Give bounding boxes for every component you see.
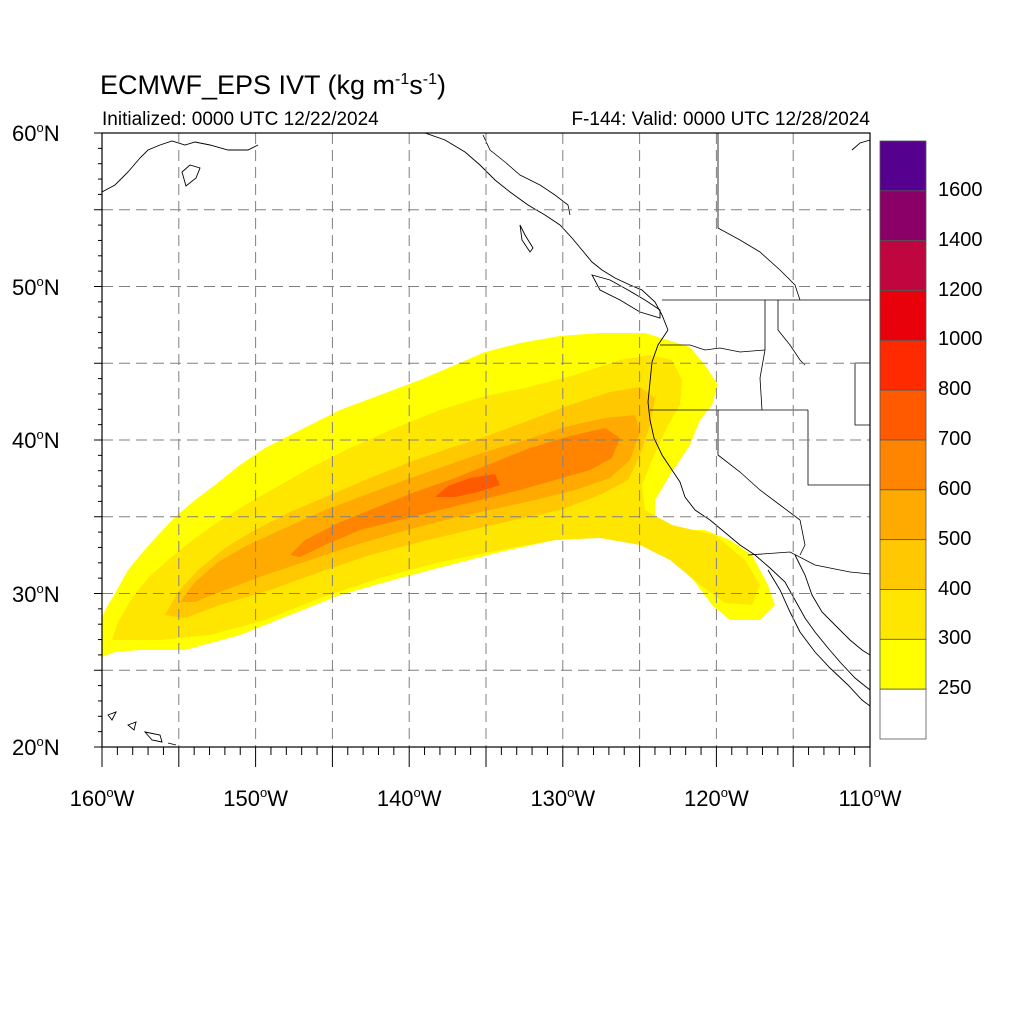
colorbar-swatch xyxy=(879,439,927,491)
colorbar-label-500: 500 xyxy=(938,527,972,550)
bc-coastline xyxy=(424,133,669,331)
lat-label-40: 40oN xyxy=(12,427,60,453)
colorbar-swatch xyxy=(879,389,927,441)
colorbar-label-1000: 1000 xyxy=(938,328,983,351)
map-title: ECMWF_EPS IVT (kg m-1s-1) xyxy=(100,70,447,100)
colorbar-swatch xyxy=(879,140,927,192)
colorbar-swatch xyxy=(879,638,927,690)
graticule xyxy=(102,133,870,747)
montana-idaho-border xyxy=(777,300,806,366)
colorbar-label-1400: 1400 xyxy=(938,228,983,251)
hawaii-islands xyxy=(107,711,177,746)
idaho-border xyxy=(759,300,766,411)
colorbar-swatch xyxy=(879,240,927,291)
colorbar-label-600: 600 xyxy=(938,477,972,500)
ivt-contour-700 xyxy=(435,474,500,497)
hudson-bay-edge xyxy=(851,139,870,151)
lon-label-160: 160oW xyxy=(69,785,135,811)
bc-alberta-border xyxy=(717,133,801,301)
lon-label-130: 130oW xyxy=(530,785,596,811)
colorbar-swatch xyxy=(879,688,927,740)
washington-oregon-border xyxy=(660,344,766,353)
lon-label-120: 120oW xyxy=(684,785,749,811)
colorbar-label-1200: 1200 xyxy=(938,278,983,301)
kodiak-island xyxy=(181,164,201,187)
colorbar-swatch xyxy=(879,290,927,341)
us-mexico-border xyxy=(747,551,870,575)
colorbar-label-300: 300 xyxy=(938,627,972,650)
lat-label-50: 50oN xyxy=(12,273,60,300)
axis-ticks xyxy=(94,132,871,767)
lat-label-20: 20oN xyxy=(12,734,60,760)
haida-gwaii xyxy=(519,224,534,253)
colorbar-swatch xyxy=(879,339,927,391)
initialized-time: Initialized: 0000 UTC 12/22/2024 xyxy=(102,109,379,130)
alaska-bc-border xyxy=(482,134,571,216)
colorbar-swatch xyxy=(879,489,927,541)
lon-label-140: 140oW xyxy=(376,785,442,811)
vancouver-island xyxy=(591,274,661,319)
lon-label-110: 110oW xyxy=(838,785,902,811)
utah-border xyxy=(807,410,870,486)
colorbar-label-250: 250 xyxy=(938,677,972,700)
political-boundaries xyxy=(482,133,870,575)
colorbar-label-700: 700 xyxy=(938,428,972,450)
colorbar-swatch xyxy=(879,190,927,242)
gulf-of-california xyxy=(794,554,870,656)
nevada-border xyxy=(717,410,801,521)
colorbar-label-1600: 1600 xyxy=(938,178,983,201)
alaska-coastline xyxy=(102,140,259,193)
us-west-coastline xyxy=(647,329,870,691)
colorbar-label-800: 800 xyxy=(938,378,972,401)
california-arizona-border xyxy=(799,519,806,556)
lon-label-150: 150oW xyxy=(223,785,288,811)
colorbar-label-400: 400 xyxy=(938,577,972,600)
colorbar xyxy=(879,140,927,740)
lat-label-30: 30oN xyxy=(12,580,60,607)
lat-label-60: 60oN xyxy=(12,120,60,146)
valid-time: F-144: Valid: 0000 UTC 12/28/2024 xyxy=(571,109,870,130)
coastlines xyxy=(102,133,870,746)
baja-california xyxy=(767,569,870,707)
colorbar-swatch xyxy=(879,589,927,640)
ivt-field xyxy=(102,333,775,657)
colorbar-swatch xyxy=(879,539,927,590)
